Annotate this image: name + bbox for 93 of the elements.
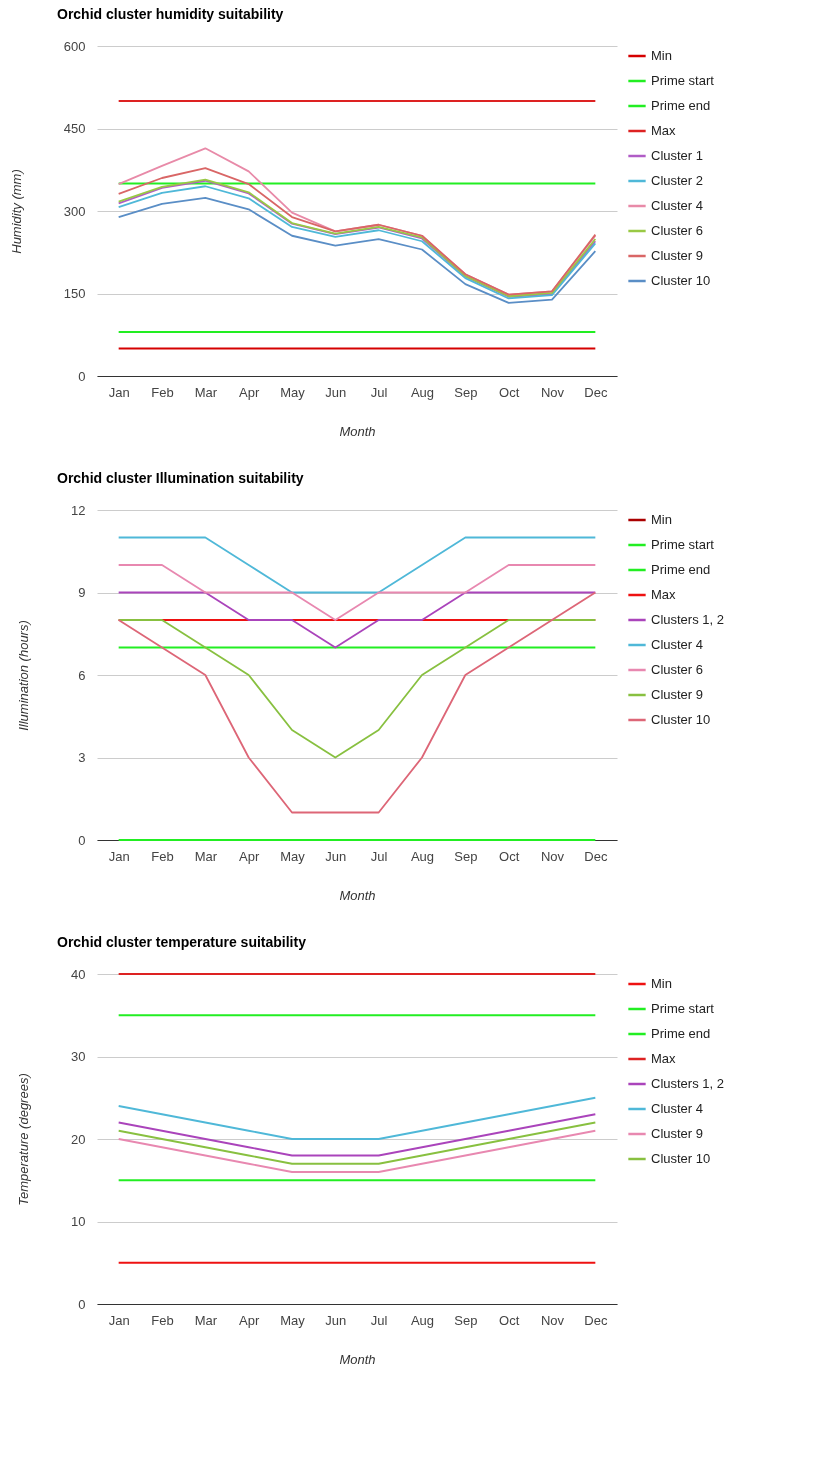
legend-label: Cluster 10 <box>651 1151 711 1166</box>
x-tick-label: Jan <box>108 384 130 400</box>
legend-label: Min <box>651 48 672 63</box>
x-tick-label: May <box>280 1312 306 1328</box>
line-series <box>117 1129 597 1173</box>
legend-label: Prime start <box>651 73 715 88</box>
legend-label: Cluster 9 <box>651 687 704 702</box>
x-tick-label: Aug <box>410 848 435 864</box>
y-axis-title: Illumination (hours) <box>16 620 32 731</box>
legend-label: Min <box>651 976 672 991</box>
legend-label: Max <box>651 1051 677 1066</box>
x-tick-label: Oct <box>499 384 520 400</box>
x-tick-label: Dec <box>584 384 608 400</box>
y-axis-title: Temperature (degrees) <box>16 1073 32 1206</box>
y-tick-label: 30 <box>71 1049 86 1064</box>
x-tick-label: Mar <box>194 848 218 864</box>
legend-label: Clusters 1, 2 <box>651 612 724 627</box>
x-tick-label: Feb <box>151 848 174 864</box>
legend-label: Cluster 4 <box>651 637 704 652</box>
x-axis-title: Month <box>339 1351 376 1367</box>
x-tick-label: Dec <box>584 1312 608 1328</box>
x-tick-label: Sep <box>454 848 478 864</box>
y-tick-label: 450 <box>63 121 86 136</box>
y-tick-label: 600 <box>63 38 86 54</box>
y-tick-label: 0 <box>78 832 86 848</box>
line-series <box>117 591 597 814</box>
chart-title: Orchid cluster Illumination suitability <box>57 470 304 486</box>
x-tick-label: Jan <box>108 848 130 864</box>
x-axis-title: Month <box>339 423 376 439</box>
legend-label: Cluster 4 <box>651 198 704 213</box>
x-tick-label: Jun <box>325 384 347 400</box>
x-tick-label: Jul <box>370 384 388 400</box>
legend-label: Prime end <box>651 562 711 577</box>
y-tick-label: 150 <box>63 286 86 301</box>
y-tick-label: 40 <box>71 966 86 982</box>
x-tick-label: Oct <box>499 1312 520 1328</box>
legend-label: Cluster 1 <box>651 148 704 163</box>
line-series <box>117 1121 597 1165</box>
legend-label: Cluster 4 <box>651 1101 704 1116</box>
x-tick-label: Mar <box>194 1312 218 1328</box>
legend-label: Cluster 9 <box>651 248 704 263</box>
line-series <box>117 1096 597 1140</box>
x-tick-label: Feb <box>151 1312 174 1328</box>
y-tick-label: 9 <box>78 585 86 600</box>
y-tick-label: 10 <box>71 1214 86 1229</box>
x-tick-label: Sep <box>454 1312 478 1328</box>
x-tick-label: Nov <box>540 1312 565 1328</box>
y-tick-label: 20 <box>71 1131 86 1147</box>
legend-label: Prime end <box>651 1026 711 1041</box>
y-tick-label: 6 <box>78 667 86 683</box>
line-series <box>117 1113 597 1157</box>
legend-label: Cluster 6 <box>651 223 704 238</box>
y-axis-title: Humidity (mm) <box>8 169 24 254</box>
x-tick-label: May <box>280 848 306 864</box>
x-tick-label: Aug <box>410 1312 435 1328</box>
legend-label: Prime start <box>651 1001 715 1016</box>
x-tick-label: Dec <box>584 848 608 864</box>
x-tick-label: Aug <box>410 384 435 400</box>
x-tick-label: Nov <box>540 848 565 864</box>
x-tick-label: Mar <box>194 384 218 400</box>
x-axis-title: Month <box>339 887 376 903</box>
chart-title: Orchid cluster humidity suitability <box>57 6 284 22</box>
y-tick-label: 3 <box>78 750 86 765</box>
x-tick-label: Jul <box>370 848 388 864</box>
x-tick-label: Apr <box>239 384 260 400</box>
chart-title: Orchid cluster temperature suitability <box>57 934 307 950</box>
legend-label: Max <box>651 587 677 602</box>
x-tick-label: May <box>280 384 306 400</box>
x-tick-label: Jun <box>325 1312 347 1328</box>
line-series <box>117 619 597 759</box>
x-tick-label: Apr <box>239 1312 260 1328</box>
legend-label: Cluster 10 <box>651 273 711 288</box>
y-tick-label: 12 <box>71 502 86 518</box>
x-tick-label: Jan <box>108 1312 130 1328</box>
legend-label: Prime start <box>651 537 715 552</box>
x-tick-label: Feb <box>151 384 174 400</box>
y-tick-label: 300 <box>63 203 86 219</box>
legend-label: Clusters 1, 2 <box>651 1076 724 1091</box>
x-tick-label: Jun <box>325 848 347 864</box>
legend-label: Cluster 10 <box>651 712 711 727</box>
legend-label: Cluster 9 <box>651 1126 704 1141</box>
x-tick-label: Sep <box>454 384 478 400</box>
legend-label: Prime end <box>651 98 711 113</box>
x-tick-label: Jul <box>370 1312 388 1328</box>
x-tick-label: Nov <box>540 384 565 400</box>
legend-label: Cluster 2 <box>651 173 704 188</box>
x-tick-label: Apr <box>239 848 260 864</box>
y-tick-label: 0 <box>78 1296 86 1312</box>
legend-label: Max <box>651 123 677 138</box>
y-tick-label: 0 <box>78 368 86 384</box>
legend-label: Min <box>651 512 672 527</box>
x-tick-label: Oct <box>499 848 520 864</box>
legend-label: Cluster 6 <box>651 662 704 677</box>
